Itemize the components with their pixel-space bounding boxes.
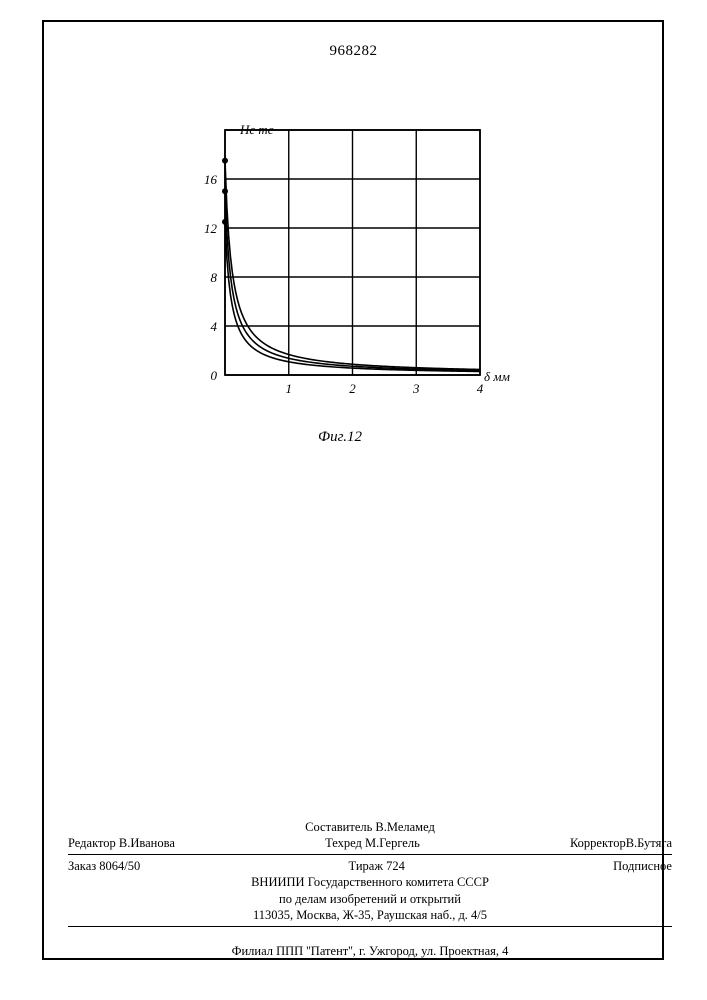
order-label: Заказ 8064/50 (68, 858, 140, 874)
svg-text:16: 16 (204, 172, 218, 187)
svg-text:4: 4 (477, 381, 484, 396)
footer-block: Составитель В.Меламед Редактор В.Иванова… (68, 819, 672, 931)
svg-text:0: 0 (211, 368, 218, 383)
document-number: 968282 (330, 43, 378, 60)
svg-text:3: 3 (412, 381, 420, 396)
figure-caption: Фиг.12 (170, 429, 510, 446)
compiler-line: Составитель В.Меламед (68, 819, 672, 835)
svg-text:8: 8 (211, 270, 218, 285)
divider-2 (68, 926, 672, 927)
org-line-1: ВНИИПИ Государственного комитета СССР (68, 874, 672, 890)
chart-container: 04812161234Нс тсδ мм Фиг.12 (170, 110, 510, 420)
divider-1 (68, 854, 672, 855)
corrector-label: КорректорВ.Бутяга (570, 835, 672, 851)
org-line-2: по делам изобретений и открытий (68, 891, 672, 907)
svg-text:2: 2 (349, 381, 356, 396)
branch-line: Филиал ППП ''Патент'', г. Ужгород, ул. П… (68, 944, 672, 959)
svg-text:Нс тс: Нс тс (239, 122, 274, 137)
svg-text:4: 4 (211, 319, 218, 334)
address-line: 113035, Москва, Ж-35, Раушская наб., д. … (68, 907, 672, 923)
svg-text:δ мм: δ мм (484, 369, 510, 384)
circulation-label: Тираж 724 (349, 858, 405, 874)
svg-text:1: 1 (286, 381, 293, 396)
order-row: Заказ 8064/50 Тираж 724 Подписное (68, 858, 672, 874)
svg-text:12: 12 (204, 221, 218, 236)
subscription-label: Подписное (613, 858, 672, 874)
editor-label: Редактор В.Иванова (68, 835, 175, 851)
line-chart: 04812161234Нс тсδ мм (170, 110, 510, 420)
tech-editor-label: Техред М.Гергель (325, 835, 420, 851)
credits-row: Редактор В.Иванова Техред М.Гергель Корр… (68, 835, 672, 851)
